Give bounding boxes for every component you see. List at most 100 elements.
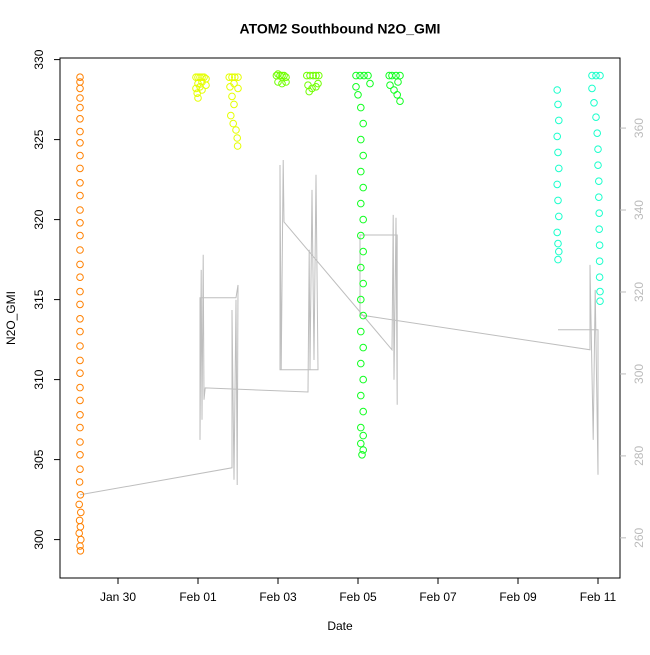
point	[229, 119, 237, 128]
point	[76, 451, 84, 459]
point	[553, 228, 562, 237]
point	[357, 423, 365, 432]
point	[76, 369, 84, 378]
point	[305, 87, 314, 96]
point	[76, 542, 84, 550]
point	[282, 73, 290, 81]
point	[386, 81, 394, 89]
y-tick-label: 325	[32, 129, 46, 149]
point	[76, 273, 84, 282]
x-tick-label: Jan 30	[100, 590, 136, 604]
point	[230, 100, 238, 109]
point	[192, 84, 200, 93]
point	[360, 71, 368, 80]
point	[76, 287, 84, 296]
point	[76, 523, 85, 531]
point	[75, 478, 84, 486]
line	[79, 159, 599, 496]
point	[396, 97, 404, 105]
point	[76, 260, 84, 269]
point	[282, 78, 290, 86]
point	[76, 78, 84, 86]
chart-title: ATOM2 Southbound N2O_GMI	[240, 21, 441, 37]
point	[76, 356, 84, 365]
point	[357, 359, 365, 368]
point	[354, 91, 362, 99]
point	[555, 116, 563, 125]
point	[312, 71, 320, 80]
point	[76, 179, 84, 187]
point	[594, 161, 602, 169]
x-tick-label: Feb 05	[339, 590, 377, 604]
point	[554, 255, 562, 264]
x-tick-label: Feb 03	[259, 590, 297, 604]
point	[202, 81, 210, 89]
point	[553, 180, 562, 189]
point	[76, 396, 84, 405]
point	[555, 164, 563, 173]
point	[359, 407, 368, 416]
point	[555, 212, 563, 221]
point	[352, 83, 360, 91]
point	[553, 132, 562, 141]
point	[357, 391, 365, 400]
point	[227, 111, 235, 120]
point	[76, 547, 85, 555]
point	[76, 164, 84, 173]
x-tick-label: Feb 07	[419, 590, 457, 604]
x-axis-label: Date	[327, 619, 353, 633]
point	[359, 119, 368, 128]
point	[358, 451, 366, 459]
point	[76, 342, 84, 350]
point	[233, 134, 241, 142]
point	[230, 79, 238, 88]
point	[76, 246, 84, 254]
point	[359, 375, 368, 384]
point	[75, 500, 83, 509]
point	[76, 206, 84, 214]
point	[357, 135, 365, 144]
y-tick-label: 315	[32, 289, 46, 309]
point	[554, 196, 562, 205]
point	[76, 94, 84, 102]
point	[596, 287, 604, 296]
y-tick-label: 330	[32, 49, 46, 69]
point	[76, 438, 84, 446]
point	[357, 231, 365, 240]
point	[554, 239, 562, 248]
y-tick-label: 300	[32, 529, 46, 549]
point	[200, 73, 208, 81]
x-tick-label: Feb 09	[499, 590, 537, 604]
point	[274, 78, 282, 86]
point	[357, 263, 365, 272]
point	[390, 86, 398, 94]
point	[234, 84, 242, 93]
plot-box	[59, 57, 621, 579]
point	[198, 73, 206, 81]
point	[306, 71, 314, 80]
point	[359, 247, 368, 256]
point	[278, 71, 286, 80]
point	[396, 71, 404, 80]
y2-tick-label: 320	[632, 282, 646, 302]
point	[232, 126, 240, 134]
point	[359, 431, 368, 440]
point	[359, 215, 368, 224]
x-tick-label: Feb 11	[580, 590, 617, 604]
point	[278, 79, 286, 88]
point	[76, 103, 84, 112]
point	[76, 73, 84, 81]
point	[594, 145, 602, 153]
point	[357, 103, 365, 112]
point	[359, 279, 368, 288]
point	[194, 94, 202, 102]
point	[357, 295, 365, 304]
y2-tick-label: 280	[632, 446, 646, 466]
point	[595, 273, 604, 282]
point	[593, 129, 602, 137]
y2-tick-label: 340	[632, 200, 646, 220]
point	[364, 71, 372, 80]
point	[595, 257, 604, 266]
